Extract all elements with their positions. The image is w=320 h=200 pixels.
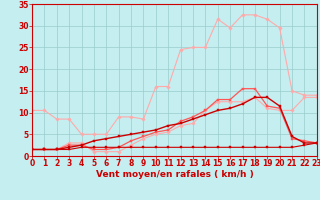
X-axis label: Vent moyen/en rafales ( km/h ): Vent moyen/en rafales ( km/h ): [96, 170, 253, 179]
